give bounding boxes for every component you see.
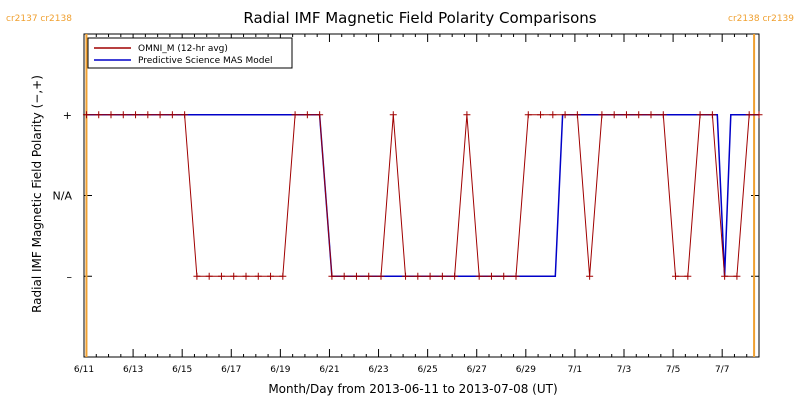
data-point: [487, 272, 495, 280]
data-point: [475, 272, 483, 280]
data-point: [573, 111, 581, 119]
data-point: [340, 272, 348, 280]
data-point: [377, 272, 385, 280]
y-tick-label: +: [63, 109, 72, 122]
data-point: [217, 272, 225, 280]
data-point: [696, 111, 704, 119]
series-line-0: [86, 114, 759, 277]
data-point: [426, 272, 434, 280]
data-point: [414, 272, 422, 280]
x-tick-label: 7/5: [666, 365, 680, 375]
data-point: [561, 111, 569, 119]
x-tick-label: 6/23: [368, 365, 388, 375]
y-axis-label: Radial IMF Magnetic Field Polarity (−,+): [30, 75, 44, 313]
data-point: [733, 272, 741, 280]
data-point: [745, 111, 753, 119]
data-point: [291, 111, 299, 119]
data-point: [132, 111, 140, 119]
data-point: [402, 272, 410, 280]
plot-frame: [83, 33, 760, 358]
x-tick-label: 6/19: [270, 365, 290, 375]
data-point: [524, 111, 532, 119]
legend-entry: Predictive Science MAS Model: [138, 56, 273, 66]
data-point: [352, 272, 360, 280]
data-point: [82, 111, 90, 119]
carrington-marker-label: cr2137 cr2138: [6, 14, 72, 24]
data-point: [328, 272, 336, 280]
x-tick-label: 6/29: [516, 365, 536, 375]
data-point: [242, 272, 250, 280]
x-tick-label: 7/3: [617, 365, 631, 375]
data-point: [279, 272, 287, 280]
data-point: [95, 111, 103, 119]
data-point: [598, 111, 606, 119]
x-axis-label: Month/Day from 2013-06-11 to 2013-07-08 …: [268, 382, 557, 396]
data-point: [107, 111, 115, 119]
data-point: [303, 111, 311, 119]
data-point: [537, 111, 545, 119]
x-tick-label: 6/27: [467, 365, 487, 375]
data-point: [549, 111, 557, 119]
data-point: [512, 272, 520, 280]
data-point: [463, 111, 471, 119]
legend-entry: OMNI_M (12-hr avg): [138, 44, 228, 54]
x-tick-label: 7/1: [568, 365, 582, 375]
data-point: [168, 111, 176, 119]
data-point: [610, 111, 618, 119]
data-point: [708, 111, 716, 119]
data-point: [684, 272, 692, 280]
x-tick-label: 6/11: [74, 365, 94, 375]
data-point: [389, 111, 397, 119]
data-point: [586, 272, 594, 280]
data-point: [267, 272, 275, 280]
data-point: [647, 111, 655, 119]
x-tick-label: 6/25: [418, 365, 438, 375]
data-point: [316, 111, 324, 119]
x-tick-label: 6/21: [319, 365, 339, 375]
data-point: [438, 272, 446, 280]
data-point: [721, 272, 729, 280]
data-point: [144, 111, 152, 119]
legend: OMNI_M (12-hr avg) Predictive Science MAS…: [87, 37, 293, 69]
carrington-marker-label: cr2138 cr2139: [728, 14, 794, 24]
data-point: [755, 111, 763, 119]
plot-area: 6/11 6/13 6/15 6/17 6/19 6/21 6/23 6/25 6/27 6/29…: [6, 14, 794, 375]
legend-box: [87, 37, 293, 69]
data-point: [119, 111, 127, 119]
data-point: [205, 272, 213, 280]
x-tick-label: 7/7: [715, 365, 729, 375]
data-point: [635, 111, 643, 119]
x-tick-label: 6/17: [221, 365, 241, 375]
data-point: [451, 272, 459, 280]
series-line-1: [86, 114, 759, 278]
x-tick-label: 6/13: [123, 365, 143, 375]
chart-title: Radial IMF Magnetic Field Polarity Compa…: [243, 9, 596, 27]
data-point: [181, 111, 189, 119]
data-point: [230, 272, 238, 280]
data-point: [500, 272, 508, 280]
y-tick-label: –: [67, 270, 73, 283]
data-point: [365, 272, 373, 280]
y-tick-label: N/A: [53, 190, 73, 203]
data-point: [254, 272, 262, 280]
x-tick-label: 6/15: [172, 365, 192, 375]
data-point: [672, 272, 680, 280]
data-point: [659, 111, 667, 119]
data-point: [622, 111, 630, 119]
data-point: [156, 111, 164, 119]
data-point: [193, 272, 201, 280]
